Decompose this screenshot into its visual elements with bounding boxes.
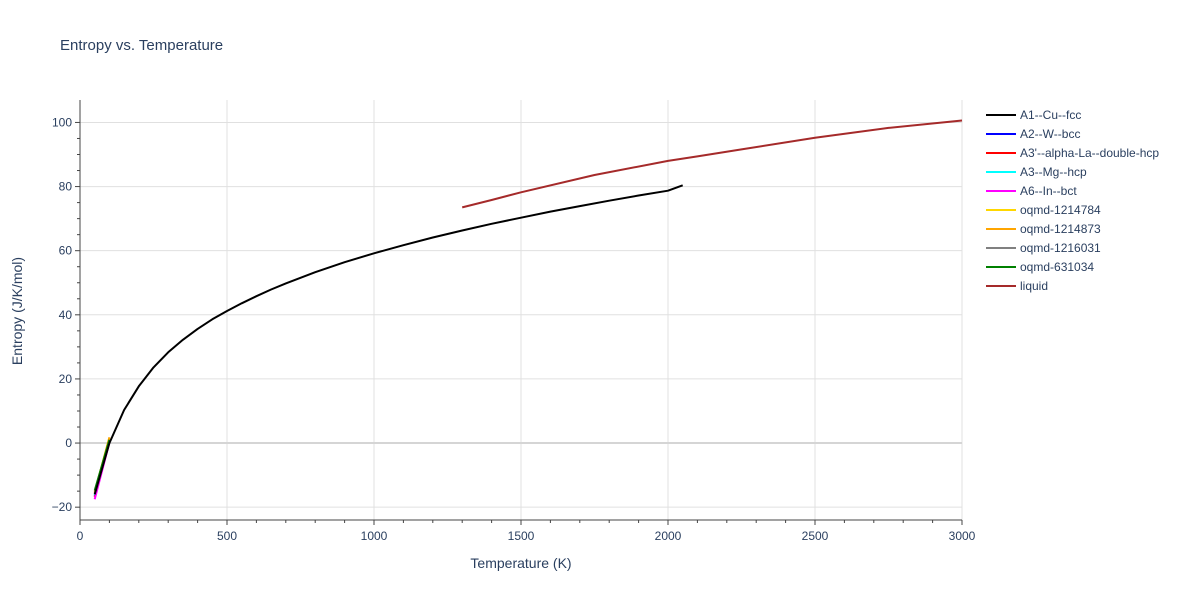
y-tick-label: 100 <box>52 115 72 129</box>
x-tick-label: 1500 <box>508 529 535 543</box>
y-tick-label: 40 <box>59 308 73 322</box>
x-axis-ticks: 0 500 1000 1500 2000 2500 3000 <box>77 520 976 543</box>
y-tick-label: 80 <box>59 180 73 194</box>
legend-label: A2--W--bcc <box>1020 127 1080 141</box>
legend-item[interactable]: oqmd-1214784 <box>986 203 1101 217</box>
y-tick-label: 60 <box>59 244 73 258</box>
legend-label: oqmd-1214873 <box>1020 222 1101 236</box>
legend-label: liquid <box>1020 279 1048 293</box>
x-tick-label: 500 <box>217 529 237 543</box>
legend-label: A1--Cu--fcc <box>1020 108 1081 122</box>
legend-item[interactable]: A1--Cu--fcc <box>986 108 1081 122</box>
y-tick-label: 20 <box>59 372 73 386</box>
x-tick-label: 3000 <box>949 529 976 543</box>
legend-label: oqmd-1214784 <box>1020 203 1101 217</box>
legend-label: A3'--alpha-La--double-hcp <box>1020 146 1159 160</box>
legend-label: oqmd-631034 <box>1020 260 1094 274</box>
plot-area <box>93 119 963 500</box>
y-tick-label: 0 <box>65 436 72 450</box>
x-tick-label: 1000 <box>361 529 388 543</box>
legend-label: A3--Mg--hcp <box>1020 165 1087 179</box>
legend-item[interactable]: liquid <box>986 279 1048 293</box>
legend-label: oqmd-1216031 <box>1020 241 1101 255</box>
legend-item[interactable]: A6--In--bct <box>986 184 1077 198</box>
x-tick-label: 2000 <box>655 529 682 543</box>
x-tick-label: 2500 <box>802 529 829 543</box>
legend-label: A6--In--bct <box>1020 184 1077 198</box>
legend[interactable]: A1--Cu--fcc A2--W--bcc A3'--alpha-La--doub… <box>986 108 1159 293</box>
y-axis-ticks: −20 0 20 40 60 80 100 <box>52 115 80 514</box>
y-axis-title: Entropy (J/K/mol) <box>9 257 25 365</box>
legend-item[interactable]: A2--W--bcc <box>986 127 1080 141</box>
legend-item[interactable]: A3'--alpha-La--double-hcp <box>986 146 1159 160</box>
chart-title: Entropy vs. Temperature <box>60 37 223 54</box>
x-axis-title: Temperature (K) <box>470 555 571 571</box>
grid <box>80 100 963 520</box>
legend-item[interactable]: oqmd-631034 <box>986 260 1094 274</box>
legend-item[interactable]: oqmd-1214873 <box>986 222 1101 236</box>
series-line-liquid <box>461 119 963 209</box>
legend-item[interactable]: oqmd-1216031 <box>986 241 1101 255</box>
legend-item[interactable]: A3--Mg--hcp <box>986 165 1087 179</box>
series-line-A1--Cu--fcc <box>93 184 684 495</box>
x-tick-label: 0 <box>77 529 84 543</box>
y-tick-label: −20 <box>52 500 73 514</box>
